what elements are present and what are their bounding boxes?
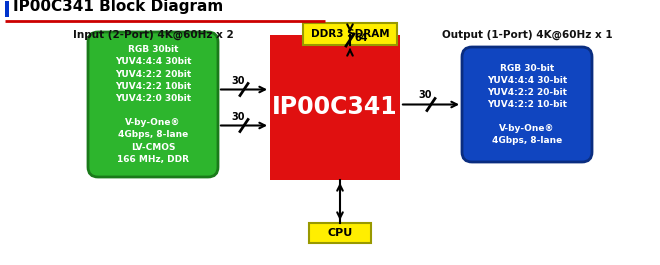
Text: RGB 30bit
YUV4:4:4 30bit
YUV4:2:2 20bit
YUV4:2:2 10bit
YUV4:2:0 30bit

V-by-One®: RGB 30bit YUV4:4:4 30bit YUV4:2:2 20bit … bbox=[115, 45, 191, 164]
Text: IP00C341 Block Diagram: IP00C341 Block Diagram bbox=[13, 0, 223, 15]
Text: 30: 30 bbox=[418, 91, 432, 100]
FancyBboxPatch shape bbox=[88, 32, 218, 177]
Text: 30: 30 bbox=[231, 76, 245, 86]
Text: 30: 30 bbox=[231, 112, 245, 121]
Text: RGB 30-bit
YUV4:4:4 30-bit
YUV4:2:2 20-bit
YUV4:2:2 10-bit

V-by-One®
4Gbps, 8-l: RGB 30-bit YUV4:4:4 30-bit YUV4:2:2 20-b… bbox=[487, 64, 567, 145]
FancyBboxPatch shape bbox=[270, 35, 400, 180]
FancyBboxPatch shape bbox=[303, 23, 397, 45]
FancyBboxPatch shape bbox=[5, 1, 9, 17]
Text: IP00C341: IP00C341 bbox=[272, 95, 398, 120]
Text: Input (2-Port) 4K@60Hz x 2: Input (2-Port) 4K@60Hz x 2 bbox=[73, 30, 234, 40]
Text: 64: 64 bbox=[354, 33, 368, 43]
FancyBboxPatch shape bbox=[462, 47, 592, 162]
Text: CPU: CPU bbox=[327, 228, 352, 238]
Text: Output (1-Port) 4K@60Hz x 1: Output (1-Port) 4K@60Hz x 1 bbox=[442, 30, 612, 40]
FancyBboxPatch shape bbox=[309, 223, 371, 243]
Text: DDR3 SDRAM: DDR3 SDRAM bbox=[311, 29, 389, 39]
